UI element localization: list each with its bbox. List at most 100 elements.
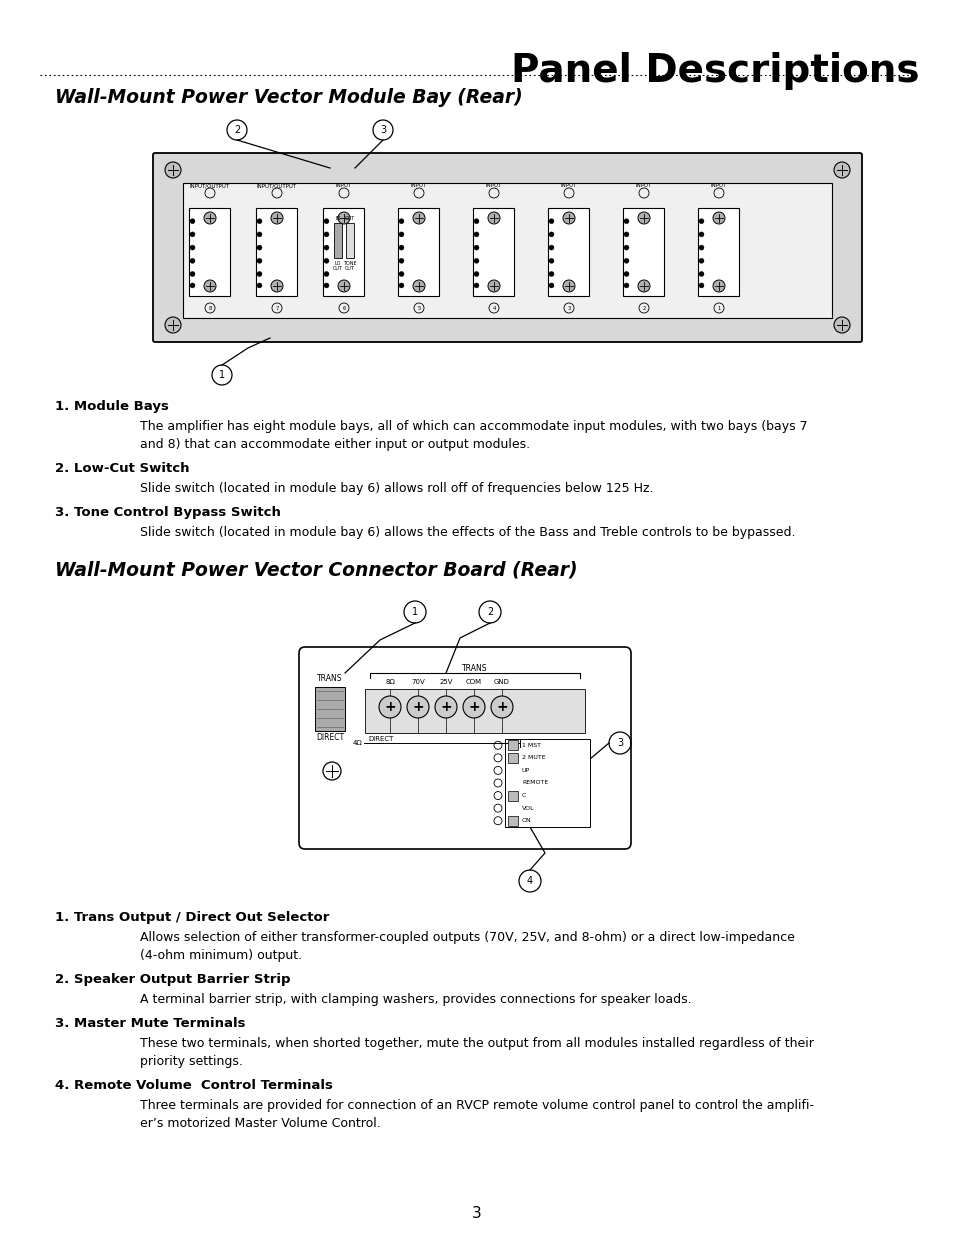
Circle shape xyxy=(699,258,703,263)
Text: 3: 3 xyxy=(379,125,386,135)
Text: 1: 1 xyxy=(218,370,225,380)
Circle shape xyxy=(712,212,724,224)
Circle shape xyxy=(548,219,554,224)
Circle shape xyxy=(190,219,194,224)
Text: Slide switch (located in module bay 6) allows the effects of the Bass and Treble: Slide switch (located in module bay 6) a… xyxy=(140,526,795,538)
Circle shape xyxy=(548,232,554,237)
Bar xyxy=(507,753,517,763)
Circle shape xyxy=(407,697,429,718)
Circle shape xyxy=(699,272,703,277)
Text: 8Ω: 8Ω xyxy=(385,679,395,685)
Circle shape xyxy=(699,219,703,224)
Text: 6: 6 xyxy=(342,305,345,310)
Circle shape xyxy=(398,245,403,251)
Circle shape xyxy=(190,283,194,288)
Circle shape xyxy=(165,162,181,178)
Text: Panel Descriptions: Panel Descriptions xyxy=(511,52,919,90)
Text: CUT: CUT xyxy=(333,267,342,272)
Text: 1. Module Bays: 1. Module Bays xyxy=(55,400,169,412)
Text: DIRECT: DIRECT xyxy=(368,736,393,742)
Text: 3. Master Mute Terminals: 3. Master Mute Terminals xyxy=(55,1016,245,1030)
Bar xyxy=(504,739,589,827)
Bar xyxy=(507,790,517,800)
Circle shape xyxy=(638,280,649,291)
Bar xyxy=(623,207,664,296)
Circle shape xyxy=(271,280,283,291)
Circle shape xyxy=(324,258,329,263)
Circle shape xyxy=(474,272,478,277)
Circle shape xyxy=(398,219,403,224)
Circle shape xyxy=(623,258,628,263)
Text: 2. Speaker Output Barrier Strip: 2. Speaker Output Barrier Strip xyxy=(55,973,291,986)
Text: 2: 2 xyxy=(233,125,240,135)
Circle shape xyxy=(256,272,262,277)
Text: and 8) that can accommodate either input or output modules.: and 8) that can accommodate either input… xyxy=(140,438,530,451)
Circle shape xyxy=(548,258,554,263)
Circle shape xyxy=(413,280,424,291)
Circle shape xyxy=(491,697,513,718)
Circle shape xyxy=(623,283,628,288)
Circle shape xyxy=(562,212,575,224)
Circle shape xyxy=(190,245,194,251)
Circle shape xyxy=(474,283,478,288)
Circle shape xyxy=(638,212,649,224)
Text: priority settings.: priority settings. xyxy=(140,1055,243,1068)
Text: 3: 3 xyxy=(472,1205,481,1220)
Circle shape xyxy=(548,245,554,251)
Text: TRANS: TRANS xyxy=(317,674,342,683)
Text: 1 MST: 1 MST xyxy=(521,742,540,747)
Text: +: + xyxy=(439,700,452,714)
Bar xyxy=(507,740,517,751)
Circle shape xyxy=(256,232,262,237)
Circle shape xyxy=(699,232,703,237)
Circle shape xyxy=(699,245,703,251)
Bar xyxy=(548,207,589,296)
Circle shape xyxy=(548,272,554,277)
Circle shape xyxy=(256,283,262,288)
Text: 7: 7 xyxy=(275,305,278,310)
Bar xyxy=(398,207,439,296)
Circle shape xyxy=(623,272,628,277)
Circle shape xyxy=(324,272,329,277)
Text: 4: 4 xyxy=(492,305,496,310)
Circle shape xyxy=(623,219,628,224)
Circle shape xyxy=(324,232,329,237)
Text: +: + xyxy=(384,700,395,714)
Text: 2: 2 xyxy=(486,606,493,618)
Text: 3: 3 xyxy=(617,739,622,748)
Circle shape xyxy=(398,232,403,237)
Circle shape xyxy=(256,245,262,251)
Text: 2. Low-Cut Switch: 2. Low-Cut Switch xyxy=(55,462,190,475)
Circle shape xyxy=(548,283,554,288)
Text: COM: COM xyxy=(465,679,481,685)
Circle shape xyxy=(271,212,283,224)
Circle shape xyxy=(324,219,329,224)
Circle shape xyxy=(378,697,400,718)
Text: Allows selection of either transformer-coupled outputs (70V, 25V, and 8-ohm) or : Allows selection of either transformer-c… xyxy=(140,931,794,944)
Circle shape xyxy=(474,245,478,251)
Text: INPUT: INPUT xyxy=(636,183,652,188)
Bar xyxy=(365,689,584,734)
Text: INPUT: INPUT xyxy=(485,183,501,188)
Circle shape xyxy=(462,697,484,718)
Text: IN: IN xyxy=(335,216,340,221)
Circle shape xyxy=(474,219,478,224)
Circle shape xyxy=(623,232,628,237)
Circle shape xyxy=(833,162,849,178)
Text: TRANS: TRANS xyxy=(462,664,487,673)
Circle shape xyxy=(833,317,849,333)
Text: REMOTE: REMOTE xyxy=(521,781,548,785)
Text: Three terminals are provided for connection of an RVCP remote volume control pan: Three terminals are provided for connect… xyxy=(140,1099,813,1112)
Text: 2 MUTE: 2 MUTE xyxy=(521,756,545,761)
Text: A terminal barrier strip, with clamping washers, provides connections for speake: A terminal barrier strip, with clamping … xyxy=(140,993,691,1007)
Text: Wall-Mount Power Vector Module Bay (Rear): Wall-Mount Power Vector Module Bay (Rear… xyxy=(55,88,522,107)
Bar xyxy=(473,207,514,296)
Text: VOL: VOL xyxy=(521,805,534,810)
Text: 1: 1 xyxy=(412,606,417,618)
Circle shape xyxy=(562,280,575,291)
Text: GND: GND xyxy=(494,679,510,685)
Text: 2: 2 xyxy=(641,305,645,310)
Circle shape xyxy=(190,232,194,237)
Text: 5: 5 xyxy=(416,305,420,310)
Text: 1. Trans Output / Direct Out Selector: 1. Trans Output / Direct Out Selector xyxy=(55,911,329,924)
